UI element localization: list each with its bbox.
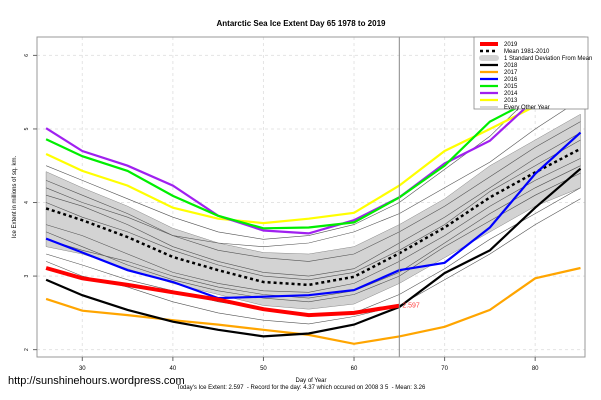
mean-line [45, 147, 582, 287]
x-tick-label: 30 [79, 366, 86, 372]
y-tick-label: 3 [24, 274, 30, 277]
x-tick-label: 70 [441, 366, 448, 372]
sd-band-area [45, 113, 581, 310]
sd-band [45, 113, 581, 310]
chart-title: Antarctic Sea Ice Extent Day 65 1978 to … [217, 19, 387, 28]
other-year-line [45, 139, 581, 281]
legend-label: 2016 [504, 77, 518, 83]
legend-label: 2017 [504, 70, 518, 76]
legend-label: Mean 1981-2010 [504, 49, 550, 55]
footer-stats: Today's Ice Extent: 2.597 - Record for t… [177, 385, 426, 391]
x-tick-label: 60 [351, 366, 358, 372]
other-year-line [45, 172, 581, 303]
other-year-line [45, 55, 581, 240]
other-year-line [46, 132, 581, 277]
series-line-2014 [45, 77, 581, 235]
other-year-line [45, 121, 581, 262]
y-tick-label: 2 [24, 348, 30, 351]
series-line-2016 [45, 131, 582, 300]
watermark-url: http://sunshinehours.wordpress.com [8, 375, 185, 387]
x-axis-label: Day of Year [295, 378, 326, 384]
series-line-2013 [45, 80, 582, 225]
series-line-2015 [45, 68, 582, 230]
y-tick-label: 5 [24, 127, 30, 130]
other-year-line [46, 165, 581, 299]
current-value-annotation: 2.597 [402, 303, 420, 310]
other-year-line [45, 198, 581, 325]
mean-line-group [45, 147, 582, 287]
legend-label: 2018 [504, 63, 518, 69]
series-line-2019 [45, 266, 400, 318]
series-line-2017 [45, 266, 581, 345]
x-tick-label: 40 [170, 366, 177, 372]
plot-frame [36, 36, 586, 358]
legend-label: 2015 [504, 84, 518, 90]
axis-ticks: 30 40 50 60 70 80 2 3 4 5 6 [24, 54, 539, 372]
other-years-lines [45, 55, 581, 325]
legend-label: 1 Standard Deviation From Mean [504, 56, 592, 62]
y-tick-label: 6 [24, 54, 30, 57]
legend-swatch [479, 55, 499, 61]
legend-label: 2013 [504, 98, 518, 104]
y-axis-label: Ice Extent in millions of sq. km. [12, 155, 18, 238]
legend-label: 2014 [504, 91, 518, 97]
series-line-2018 [45, 167, 582, 338]
x-tick-label: 80 [532, 366, 539, 372]
legend-label: 2019 [504, 42, 518, 48]
y-tick-label: 4 [24, 201, 30, 204]
x-tick-label: 50 [260, 366, 267, 372]
other-year-line [46, 158, 581, 293]
legend-label: Every Other Year [504, 105, 550, 111]
year-series [45, 68, 582, 345]
other-year-line [45, 99, 581, 248]
